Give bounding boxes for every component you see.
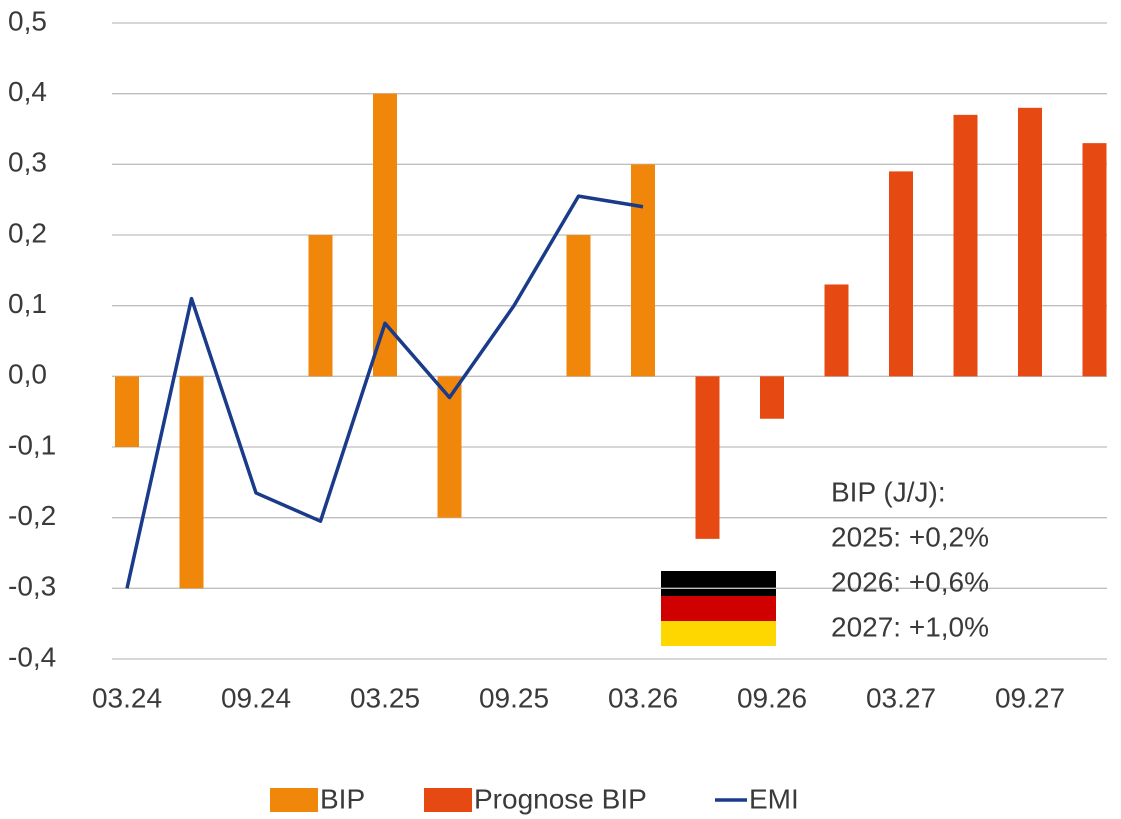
x-tick-label: 03.26: [608, 682, 678, 713]
bar: [760, 376, 784, 419]
y-tick-label: 0,2: [8, 217, 47, 248]
legend-swatch: [424, 788, 472, 812]
legend-label: Prognose BIP: [474, 783, 647, 814]
y-tick-label: 0,5: [8, 5, 47, 36]
y-tick-label: 0,0: [8, 359, 47, 390]
annotation: 2025: +0,2%: [831, 521, 989, 552]
y-tick-label: 0,4: [8, 76, 47, 107]
legend-label: EMI: [749, 783, 799, 814]
x-tick-label: 03.24: [92, 682, 162, 713]
bar: [824, 284, 849, 377]
flag-red: [661, 596, 776, 621]
flag-black: [661, 571, 776, 596]
x-tick-label: 09.25: [479, 682, 549, 713]
y-tick-label: -0,1: [8, 429, 56, 460]
bar: [373, 93, 397, 377]
line: [125, 194, 644, 589]
x-tick-label: 09.24: [221, 682, 291, 713]
y-tick-label: -0,3: [8, 571, 56, 602]
bar: [1082, 143, 1107, 377]
y-tick-label: -0,2: [8, 500, 56, 531]
x-tick-label: 09.26: [737, 682, 807, 713]
legend-swatch: [270, 788, 318, 812]
bar: [1018, 107, 1042, 377]
x-tick-label: 03.27: [866, 682, 936, 713]
marks: [115, 93, 1107, 589]
bar: [953, 114, 978, 377]
bar: [179, 376, 204, 589]
bar: [695, 376, 720, 539]
bar: [889, 171, 913, 377]
x-tick-label: 03.25: [350, 682, 420, 713]
grid: -0,4 -0,3 -0,2 -0,1 0,0 0,1 0,2 0,3 0,4 0,5 03.24 0…: [8, 5, 1107, 713]
flag: [661, 571, 776, 646]
annotation: 2026: +0,6%: [831, 566, 989, 597]
y-tick-label: 0,1: [8, 288, 47, 319]
x-tick-label: 09.27: [995, 682, 1065, 713]
bar: [631, 164, 655, 377]
bar: [308, 235, 333, 377]
flag-gold: [661, 621, 776, 646]
annotation: BIP (J/J):: [831, 476, 946, 507]
legend-label: BIP: [320, 783, 365, 814]
y-tick-label: 0,3: [8, 147, 47, 178]
bar: [115, 376, 139, 447]
bar: [566, 235, 591, 377]
y-tick-label: -0,4: [8, 641, 56, 672]
bar: [437, 376, 462, 518]
annotation: 2027: +1,0%: [831, 611, 989, 642]
